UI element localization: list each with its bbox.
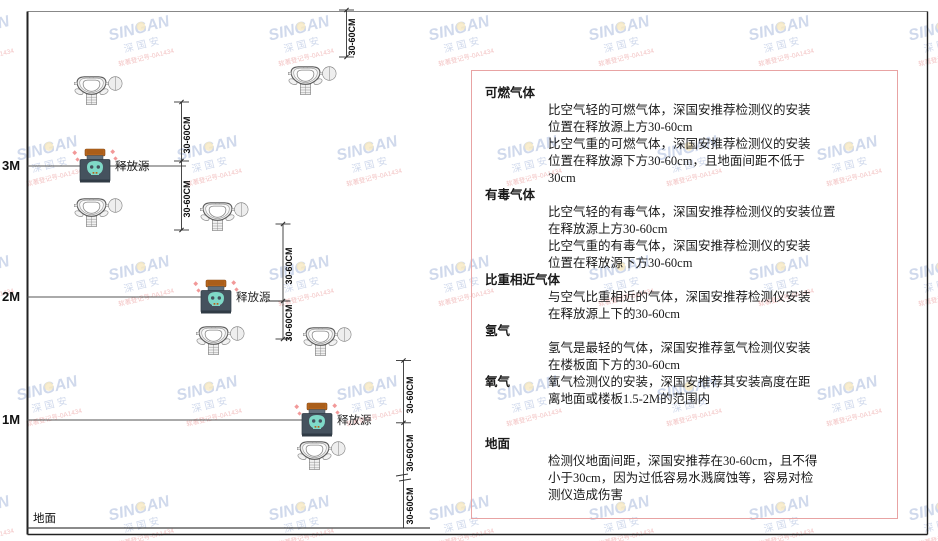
svg-text:地面: 地面 (33, 512, 56, 525)
svg-text:30-60CM: 30-60CM (405, 376, 415, 413)
svg-text:30-60CM: 30-60CM (182, 116, 192, 153)
svg-text:30-60CM: 30-60CM (405, 487, 415, 524)
svg-text:释放源: 释放源 (236, 290, 271, 304)
svg-text:30-60CM: 30-60CM (182, 180, 192, 217)
svg-text:30-60CM: 30-60CM (284, 247, 294, 284)
svg-text:30-60CM: 30-60CM (347, 18, 357, 55)
svg-text:30-60CM: 30-60CM (405, 434, 415, 471)
svg-text:释放源: 释放源 (337, 413, 372, 427)
svg-text:2M: 2M (2, 289, 20, 304)
svg-text:30-60CM: 30-60CM (284, 304, 294, 341)
svg-text:3M: 3M (2, 158, 20, 173)
svg-text:1M: 1M (2, 412, 20, 427)
svg-text:释放源: 释放源 (115, 159, 150, 173)
